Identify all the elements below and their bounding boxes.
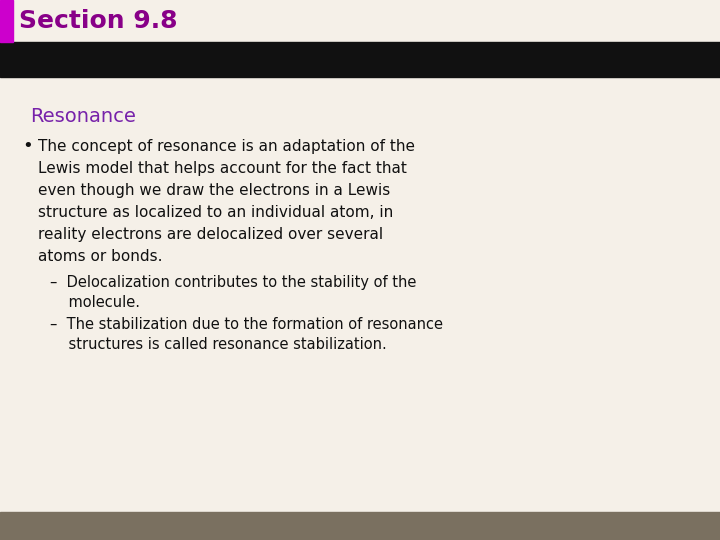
Bar	[0, 0, 13, 42]
Text: Resonance: Resonance	[30, 107, 136, 126]
Text: Section 9.8: Section 9.8	[19, 9, 178, 33]
Text: –  The stabilization due to the formation of resonance: – The stabilization due to the formation…	[50, 317, 443, 332]
Text: reality electrons are delocalized over several: reality electrons are delocalized over s…	[38, 227, 383, 242]
Bar	[0, 42, 720, 77]
Text: 62: 62	[692, 521, 706, 531]
Text: Resonance and Formal Charge: Resonance and Formal Charge	[14, 50, 348, 69]
Text: even though we draw the electrons in a Lewis: even though we draw the electrons in a L…	[38, 183, 390, 198]
Text: molecule.: molecule.	[50, 295, 140, 310]
Text: atoms or bonds.: atoms or bonds.	[38, 249, 163, 264]
Text: The concept of resonance is an adaptation of the: The concept of resonance is an adaptatio…	[38, 139, 415, 154]
Text: Lewis model that helps account for the fact that: Lewis model that helps account for the f…	[38, 161, 407, 176]
Text: structure as localized to an individual atom, in: structure as localized to an individual …	[38, 205, 393, 220]
Text: •: •	[22, 137, 32, 155]
Text: –  Delocalization contributes to the stability of the: – Delocalization contributes to the stab…	[50, 275, 416, 290]
Text: structures is called resonance stabilization.: structures is called resonance stabiliza…	[50, 337, 387, 352]
Bar	[0, 512, 720, 540]
